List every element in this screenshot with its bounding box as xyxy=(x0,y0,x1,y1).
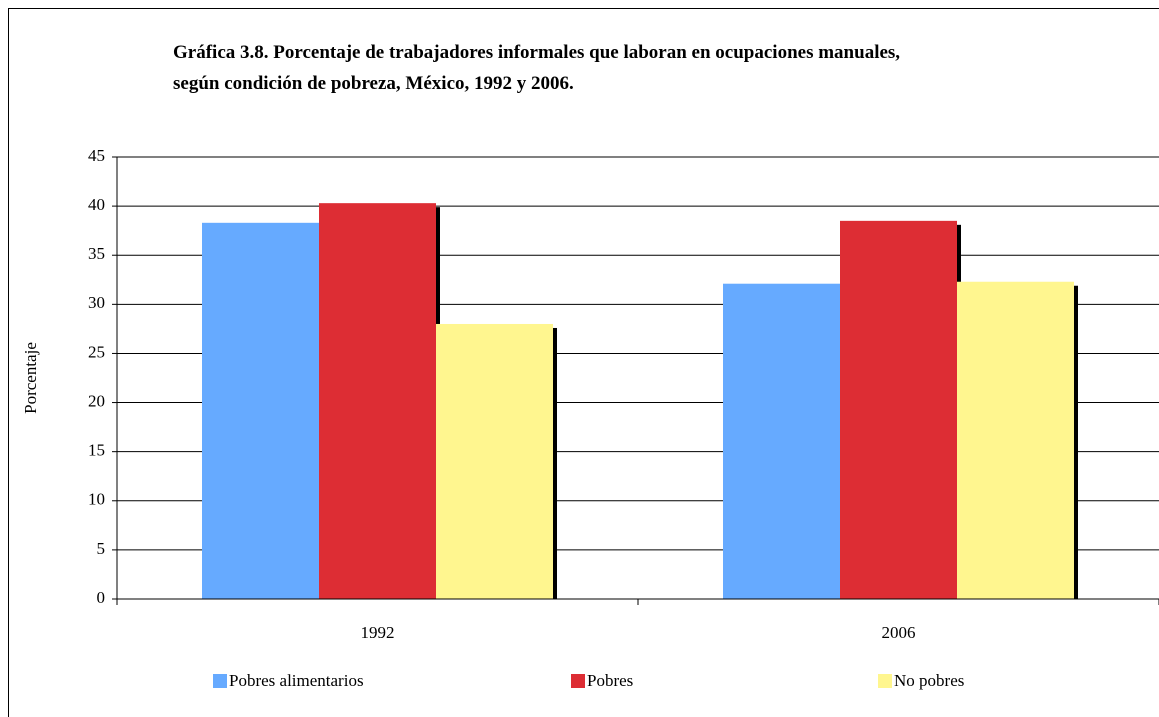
y-tick-label: 40 xyxy=(88,195,105,214)
legend-label: Pobres alimentarios xyxy=(229,671,364,690)
y-tick-label: 15 xyxy=(88,441,105,460)
legend-label: No pobres xyxy=(894,671,964,690)
bar xyxy=(202,222,319,599)
chart-title: Gráfica 3.8. Porcentaje de trabajadores … xyxy=(173,42,900,63)
x-tick-label: 2006 xyxy=(882,623,916,642)
legend-swatch xyxy=(878,674,892,688)
y-tick-label: 25 xyxy=(88,342,105,361)
bar xyxy=(957,281,1074,599)
legend-label: Pobres xyxy=(587,671,633,690)
y-tick-label: 5 xyxy=(97,539,106,558)
legend-swatch xyxy=(213,674,227,688)
bar xyxy=(319,203,436,600)
legend-swatch xyxy=(571,674,585,688)
x-tick-label: 1992 xyxy=(361,623,395,642)
y-tick-label: 30 xyxy=(88,293,105,312)
y-tick-label: 35 xyxy=(88,244,105,263)
bar xyxy=(840,220,957,599)
y-tick-label: 0 xyxy=(97,588,106,607)
chart-title: según condición de pobreza, México, 1992… xyxy=(173,73,574,94)
y-axis-label: Porcentaje xyxy=(21,342,40,414)
y-tick-label: 45 xyxy=(88,146,105,165)
bar xyxy=(723,283,840,599)
y-tick-label: 20 xyxy=(88,391,105,410)
y-tick-label: 10 xyxy=(88,490,105,509)
bar xyxy=(436,323,553,599)
